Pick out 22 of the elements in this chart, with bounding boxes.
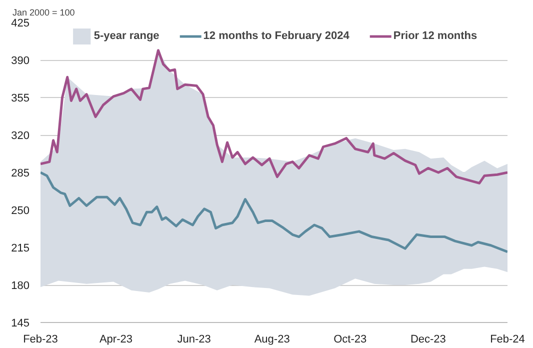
x-tick-label: Apr-23 — [99, 334, 133, 346]
y-tick-label: 425 — [11, 18, 30, 30]
y-tick-label: 285 — [11, 168, 30, 180]
legend-label: 5-year range — [94, 30, 160, 42]
y-tick-label: 320 — [11, 130, 30, 142]
y-tick-label: 145 — [11, 318, 30, 330]
line-series — [40, 171, 508, 254]
y-tick-label: 390 — [11, 55, 30, 67]
x-tick-label: Aug-23 — [254, 334, 290, 346]
y-axis-title: Jan 2000 = 100 — [12, 8, 75, 18]
y-tick-label: 250 — [11, 205, 30, 217]
y-tick-label: 180 — [11, 280, 30, 292]
legend-label: 12 months to February 2024 — [203, 30, 350, 42]
x-tick-label: Feb-24 — [490, 334, 525, 346]
x-tick-label: Dec-23 — [410, 334, 446, 346]
line-series — [40, 49, 508, 184]
y-tick-label: 215 — [11, 242, 30, 254]
x-tick-label: Feb-23 — [23, 334, 58, 346]
y-tick-label: 355 — [11, 92, 30, 104]
x-tick-label: Jun-23 — [177, 334, 211, 346]
x-tick-label: Oct-23 — [334, 334, 367, 346]
legend-label: Prior 12 months — [393, 30, 478, 42]
